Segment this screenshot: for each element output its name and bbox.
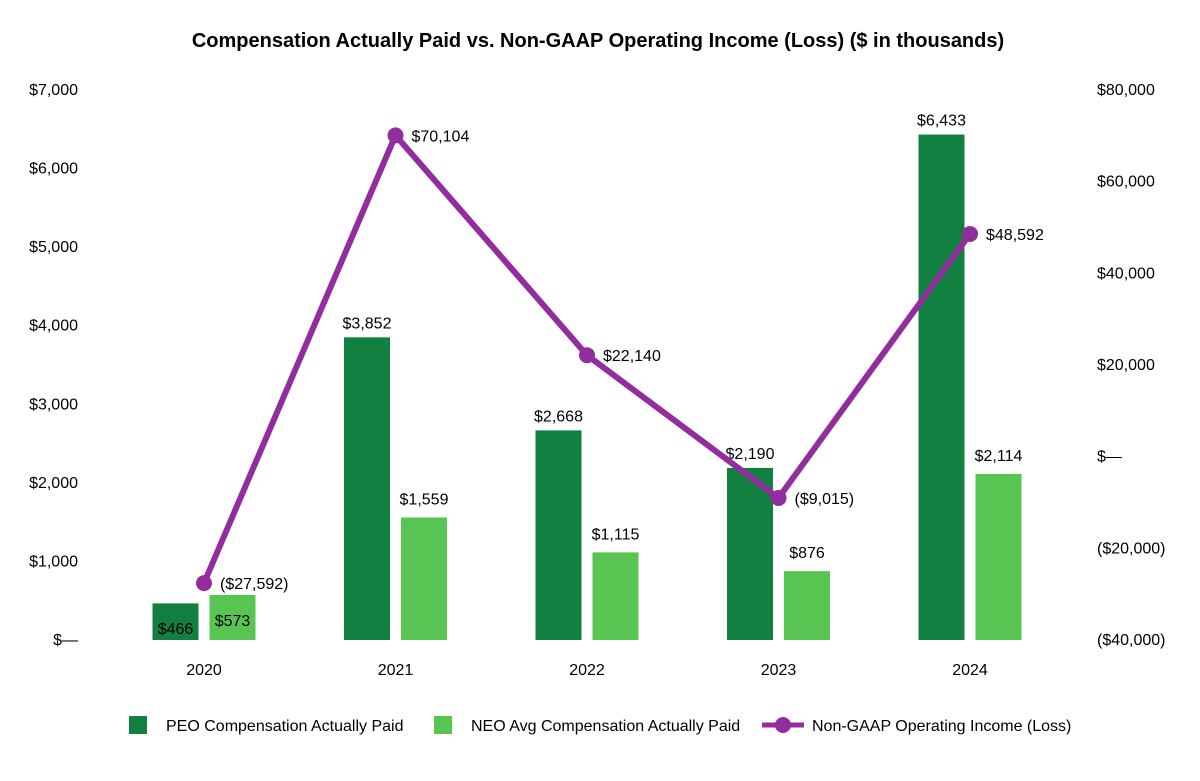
- bar-series-group: $466 $573 $3,852 $1,559 $2,668 $1,115 $2,190 $8…: [152, 113, 1023, 641]
- legend: PEO Compensation Actually Paid NEO Avg Co…: [129, 716, 1071, 735]
- legend-label-line: Non-GAAP Operating Income (Loss): [812, 718, 1071, 735]
- operating-income-point: [387, 127, 404, 144]
- neo-bar-data-label: $876: [789, 545, 825, 562]
- right-axis-tick-label: $20,000: [1097, 357, 1155, 374]
- left-axis-tick-label: $—: [53, 632, 78, 649]
- right-axis-tick-label: ($20,000): [1097, 540, 1166, 557]
- x-axis-category-label: 2022: [569, 662, 605, 679]
- peo-bar: [918, 134, 965, 641]
- peo-bar: [535, 430, 582, 640]
- legend-label-neo: NEO Avg Compensation Actually Paid: [471, 718, 740, 735]
- neo-bar-data-label: $573: [215, 613, 251, 630]
- left-axis-tick-label: $2,000: [29, 475, 78, 492]
- operating-income-data-label: ($9,015): [795, 491, 855, 508]
- peo-bar-data-label: $3,852: [343, 315, 392, 332]
- right-axis-tick-label: $—: [1097, 449, 1122, 466]
- legend-swatch-neo: [434, 716, 452, 734]
- neo-bar-data-label: $2,114: [975, 448, 1023, 465]
- peo-bar: [727, 467, 773, 640]
- neo-bar: [592, 552, 639, 640]
- peo-bar-data-label: $2,668: [534, 408, 583, 425]
- right-axis-tick-label: $60,000: [1097, 174, 1155, 191]
- neo-bar: [784, 571, 830, 640]
- neo-bar: [975, 473, 1022, 640]
- left-axis-tick-label: $5,000: [29, 239, 78, 256]
- x-axis-category-label: 2024: [952, 662, 988, 679]
- operating-income-data-label: $70,104: [412, 128, 470, 145]
- x-axis-category-label: 2021: [378, 662, 414, 679]
- right-axis-tick-label: ($40,000): [1097, 632, 1166, 649]
- neo-bar-data-label: $1,559: [400, 492, 449, 509]
- left-axis-tick-label: $3,000: [29, 396, 78, 413]
- operating-income-data-label: $22,140: [603, 348, 661, 365]
- peo-bar-data-label: $466: [158, 621, 194, 638]
- left-axis-tick-label: $6,000: [29, 161, 78, 178]
- left-y-axis: $— $1,000 $2,000 $3,000 $4,000 $5,000 $6,000 $7…: [29, 82, 78, 649]
- chart-title: Compensation Actually Paid vs. Non-GAAP …: [192, 30, 1004, 52]
- x-axis-category-label: 2023: [761, 662, 797, 679]
- left-axis-tick-label: $7,000: [29, 82, 78, 99]
- x-axis: 2020 2021 2022 2023 2024: [186, 662, 988, 679]
- left-axis-tick-label: $1,000: [29, 553, 78, 570]
- line-series-group: ($27,592) $70,104 $22,140 ($9,015) $48,592: [196, 127, 1044, 593]
- legend-label-peo: PEO Compensation Actually Paid: [166, 718, 403, 735]
- legend-swatch-peo: [129, 716, 147, 734]
- neo-bar: [209, 594, 256, 640]
- peo-bar: [344, 337, 390, 640]
- peo-bar-data-label: $2,190: [726, 446, 775, 463]
- neo-bar: [401, 517, 447, 640]
- neo-bar-data-label: $1,115: [592, 526, 640, 543]
- peo-bar: [152, 603, 199, 640]
- right-y-axis: ($40,000) ($20,000) $— $20,000 $40,000 $60,00…: [1097, 82, 1166, 649]
- legend-swatch-line-marker: [775, 717, 791, 733]
- peo-bar-data-label: $6,433: [917, 113, 966, 130]
- operating-income-point: [770, 489, 787, 506]
- operating-income-point: [196, 575, 212, 592]
- operating-income-point: [962, 225, 978, 242]
- right-axis-tick-label: $80,000: [1097, 82, 1155, 99]
- operating-income-data-label: ($27,592): [220, 576, 289, 593]
- left-axis-tick-label: $4,000: [29, 318, 78, 335]
- operating-income-point: [579, 347, 595, 364]
- operating-income-data-label: $48,592: [986, 227, 1044, 244]
- x-axis-category-label: 2020: [186, 662, 222, 679]
- right-axis-tick-label: $40,000: [1097, 265, 1155, 282]
